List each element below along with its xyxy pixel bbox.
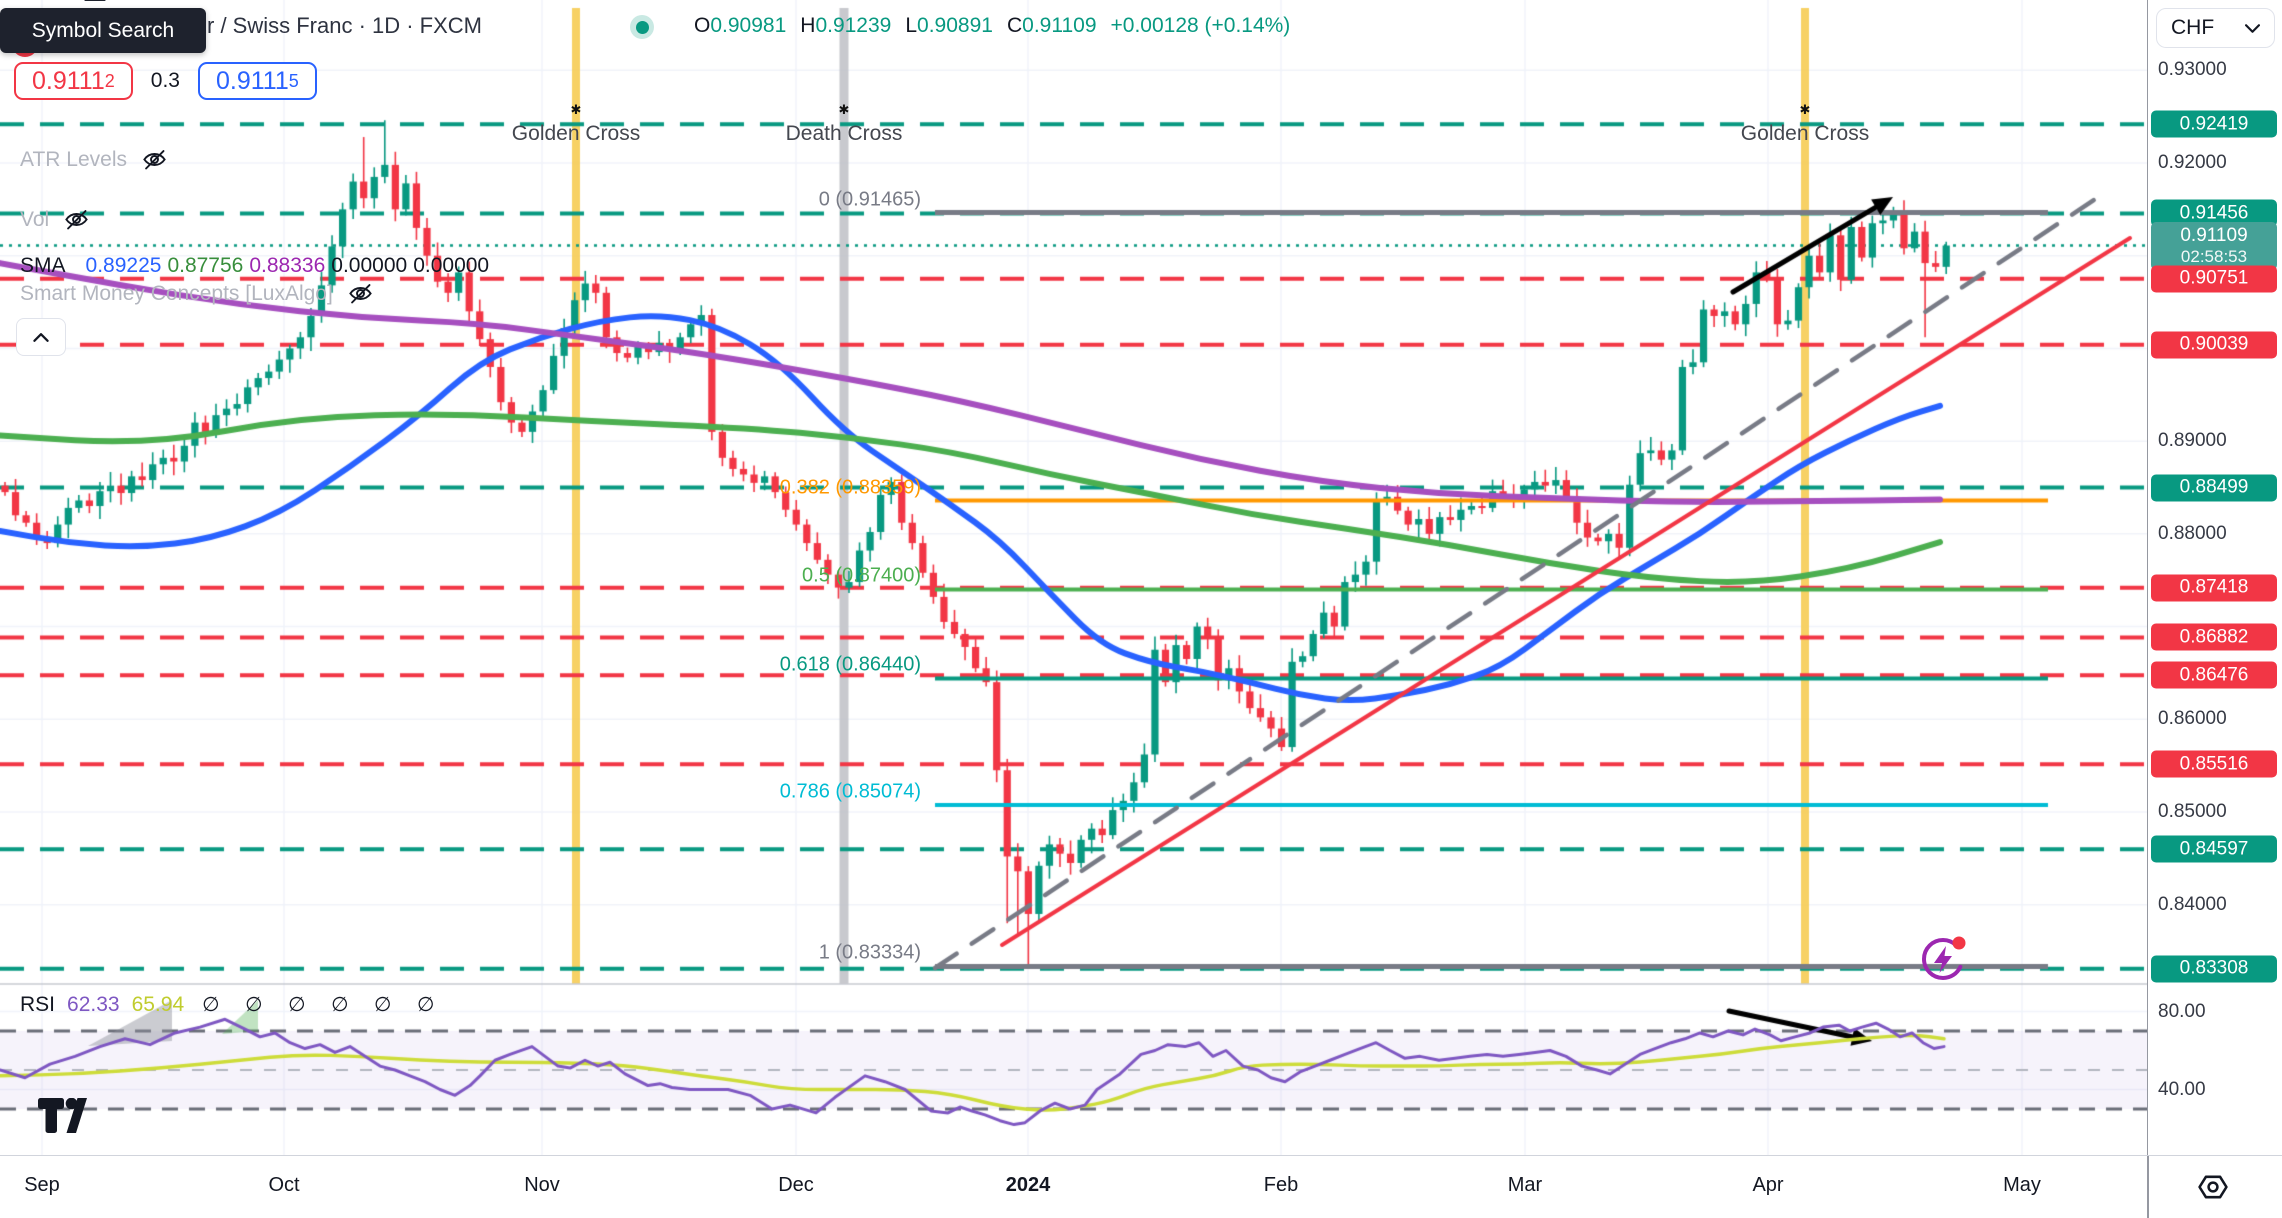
- sell-button[interactable]: 0.9111 2: [14, 62, 133, 100]
- last-price-badge: 0.91109 02:58:53: [2151, 221, 2277, 270]
- level-price-badge: 0.90751: [2151, 265, 2277, 293]
- price-label: 0.89000: [2158, 430, 2227, 452]
- level-price-badge: 0.92419: [2151, 110, 2277, 138]
- fib-level-label: 0.382 (0.88359): [779, 476, 921, 499]
- legend-row-volume: Vol: [20, 206, 90, 233]
- ohlc-readout: O0.90981 H0.91239 L0.90891 C0.91109 +0.00128…: [694, 14, 1291, 37]
- sma-value: 0.88336: [249, 254, 326, 277]
- tooltip-arrow: [84, 0, 106, 1]
- legend-row-atr-levels: ATR Levels: [20, 146, 168, 173]
- event-label: Golden Cross: [1740, 122, 1870, 145]
- time-label-Oct: Oct: [268, 1174, 300, 1196]
- rsi-empty-values: ∅ ∅ ∅ ∅ ∅ ∅: [202, 994, 445, 1016]
- high-value: 0.91239: [815, 14, 892, 37]
- fib-level-label: 1 (0.83334): [818, 941, 921, 964]
- chevron-down-icon: [2245, 23, 2260, 33]
- buy-button[interactable]: 0.9111 5: [197, 62, 317, 100]
- level-price-badge: 0.86476: [2151, 661, 2277, 689]
- indicator-title[interactable]: Vol: [20, 207, 50, 231]
- symbol-search-tooltip-label: Symbol Search: [31, 18, 175, 42]
- price-label: 0.88000: [2158, 522, 2227, 544]
- level-price-badge: 0.85516: [2151, 750, 2277, 778]
- indicator-title[interactable]: SMA: [20, 254, 66, 277]
- axis-settings-icon[interactable]: [2196, 1170, 2230, 1209]
- indicator-title[interactable]: Smart Money Concepts [LuxAlgo]: [20, 281, 333, 305]
- eye-hidden-icon[interactable]: [347, 280, 374, 307]
- luxalgo-indicator-icon[interactable]: [1916, 930, 1972, 991]
- price-label: 0.84000: [2158, 893, 2227, 915]
- time-label-Sep: Sep: [24, 1174, 60, 1196]
- sma-values: 0.89225 0.87756 0.88336 0.00000 0.00000: [80, 254, 490, 278]
- spread-value: 0.3: [150, 69, 180, 92]
- price-axis[interactable]: CHF 0.93000 0.92000 0.89000 0.88000 0.86000 0…: [2147, 0, 2282, 1155]
- rsi-value: 62.33: [67, 992, 120, 1016]
- price-label: 0.86000: [2158, 708, 2227, 730]
- event-marker-icon[interactable]: ✱: [838, 102, 850, 117]
- sma-value: 0.89225: [85, 254, 162, 277]
- time-axis[interactable]: Sep Oct Nov Dec 2024 Feb Mar Apr May: [0, 1155, 2282, 1218]
- sma-value: 0.00000: [413, 254, 490, 277]
- level-price-badge: 0.88499: [2151, 474, 2277, 502]
- fib-level-label: 0.786 (0.85074): [779, 780, 921, 803]
- close-value: 0.91109: [1022, 14, 1097, 37]
- level-price-badge: 0.83308: [2151, 955, 2277, 983]
- price-label: 0.92000: [2158, 152, 2227, 173]
- time-label-Apr: Apr: [1752, 1174, 1784, 1196]
- event-marker-icon[interactable]: ✱: [1799, 102, 1811, 117]
- change-value: +0.00128 (+0.14%): [1110, 14, 1291, 37]
- eye-hidden-icon[interactable]: [63, 206, 90, 233]
- fib-level-label: 0.5 (0.87400): [802, 564, 921, 587]
- tradingview-logo[interactable]: [38, 1097, 88, 1139]
- legend-collapse-button[interactable]: [16, 318, 66, 356]
- sma-value: 0.87756: [167, 254, 244, 277]
- price-label: 0.85000: [2158, 800, 2227, 822]
- symbol-title[interactable]: r / Swiss Franc · 1D · FXCM: [207, 13, 483, 38]
- indicator-title[interactable]: RSI: [20, 992, 56, 1016]
- event-label: Death Cross: [785, 122, 903, 145]
- time-label-Feb: Feb: [1263, 1174, 1299, 1196]
- time-label-Dec: Dec: [778, 1174, 814, 1196]
- symbol-search-tooltip: Symbol Search: [0, 8, 206, 53]
- time-label-2024: 2024: [1005, 1174, 1051, 1196]
- event-label: Golden Cross: [511, 122, 641, 145]
- sma-value: 0.00000: [331, 254, 408, 277]
- low-value: 0.90891: [917, 14, 993, 37]
- rsi-scale-label: 80.00: [2158, 1000, 2206, 1022]
- indicator-title[interactable]: ATR Levels: [20, 147, 127, 171]
- time-label-Nov: Nov: [524, 1174, 560, 1196]
- time-label-May: May: [2003, 1174, 2041, 1196]
- level-price-badge: 0.90039: [2151, 331, 2277, 359]
- fib-level-label: 0 (0.91465): [818, 188, 921, 211]
- level-price-badge: 0.84597: [2151, 835, 2277, 863]
- open-value: 0.90981: [710, 14, 787, 37]
- eye-hidden-icon[interactable]: [141, 146, 168, 173]
- market-status-icon[interactable]: [630, 15, 654, 39]
- level-price-badge: 0.86882: [2151, 623, 2277, 651]
- rsi-ma-value: 65.94: [131, 992, 185, 1016]
- time-label-Mar: Mar: [1507, 1174, 1543, 1196]
- currency-selector[interactable]: CHF: [2156, 8, 2275, 48]
- legend-row-sma: SMA 0.89225 0.87756 0.88336 0.00000 0.00000: [20, 254, 489, 278]
- fib-level-label: 0.618 (0.86440): [779, 653, 921, 676]
- price-label: 0.93000: [2158, 59, 2227, 81]
- event-marker-icon[interactable]: ✱: [570, 102, 582, 117]
- chart-canvas[interactable]: [0, 0, 2147, 1155]
- legend-row-smc: Smart Money Concepts [LuxAlgo]: [20, 280, 374, 307]
- bid-ask-row: 0.9111 2 0.3 0.9111 5: [14, 62, 317, 100]
- legend-row-rsi: RSI 62.33 65.94 ∅ ∅ ∅ ∅ ∅ ∅: [20, 992, 444, 1017]
- rsi-scale-label: 40.00: [2158, 1078, 2206, 1100]
- level-price-badge: 0.87418: [2151, 574, 2277, 602]
